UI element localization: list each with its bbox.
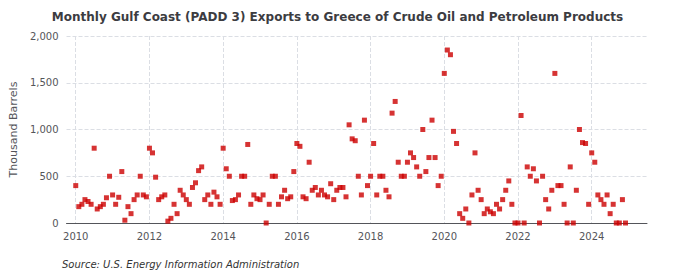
- svg-text:Thousand Barrels: Thousand Barrels: [7, 81, 20, 178]
- svg-text:2010: 2010: [63, 231, 88, 242]
- svg-text:2018: 2018: [358, 231, 383, 242]
- svg-text:500: 500: [39, 171, 58, 182]
- svg-text:2014: 2014: [210, 231, 235, 242]
- svg-text:2012: 2012: [137, 231, 162, 242]
- svg-text:Monthly Gulf Coast (PADD 3) Ex: Monthly Gulf Coast (PADD 3) Exports to G…: [52, 10, 623, 24]
- svg-text:1,500: 1,500: [30, 77, 59, 88]
- svg-text:0: 0: [52, 218, 58, 229]
- svg-text:2,000: 2,000: [30, 31, 59, 42]
- svg-text:Source: U.S. Energy Informatio: Source: U.S. Energy Information Administ…: [62, 259, 299, 270]
- svg-text:2024: 2024: [579, 231, 604, 242]
- svg-text:1,000: 1,000: [30, 124, 59, 135]
- svg-text:2016: 2016: [284, 231, 309, 242]
- svg-text:2020: 2020: [432, 231, 457, 242]
- svg-text:2022: 2022: [505, 231, 530, 242]
